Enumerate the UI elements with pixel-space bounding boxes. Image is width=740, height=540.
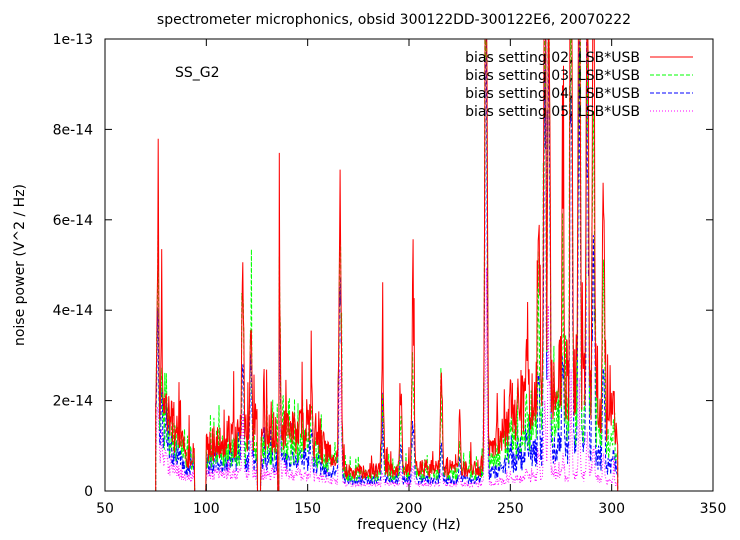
y-tick-label: 0 [84,484,93,500]
x-tick-label: 250 [497,501,524,517]
x-tick-label: 50 [96,501,114,517]
x-tick-label: 100 [193,501,220,517]
chart-title: spectrometer microphonics, obsid 300122D… [157,12,631,28]
legend-label: bias setting 03, LSB*USB [465,68,640,84]
series-line [155,39,619,491]
legend-label: bias setting 02, LSB*USB [465,50,640,66]
series-line [155,39,619,491]
ticks-layer: 50 100 150 200 250 300 350 0 2e-14 4e-14 6e-14 8e-1… [53,32,727,517]
y-tick-label: 1e-13 [53,32,93,48]
legend-label: bias setting 05, LSB*USB [465,104,640,120]
y-tick-label: 8e-14 [53,122,93,138]
series-line [155,267,619,491]
legend-label: bias setting 04, LSB*USB [465,86,640,102]
x-tick-label: 150 [294,501,321,517]
y-tick-label: 6e-14 [53,213,93,229]
series-line [155,39,619,491]
chart-annotation: SS_G2 [175,65,220,81]
legend: bias setting 02, LSB*USB bias setting 03,… [465,50,693,120]
y-axis-label: noise power (V^2 / Hz) [12,184,28,346]
x-tick-label: 300 [598,501,625,517]
x-tick-label: 200 [396,501,423,517]
y-tick-label: 2e-14 [53,394,93,410]
x-tick-label: 350 [700,501,727,517]
y-tick-label: 4e-14 [53,303,93,319]
series-layer [155,39,619,491]
x-axis-label: frequency (Hz) [357,517,460,533]
